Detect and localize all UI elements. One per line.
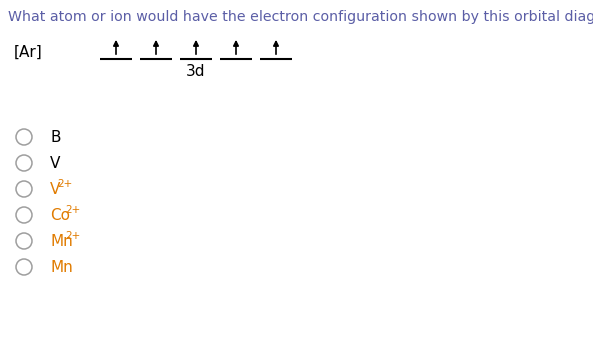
Text: Mn: Mn <box>50 234 73 249</box>
Text: What atom or ion would have the electron configuration shown by this orbital dia: What atom or ion would have the electron… <box>8 10 593 24</box>
Text: B: B <box>50 130 60 145</box>
Text: [Ar]: [Ar] <box>14 44 43 60</box>
Text: 2+: 2+ <box>65 205 80 215</box>
Text: Co: Co <box>50 208 70 223</box>
Text: Mn: Mn <box>50 260 73 275</box>
Text: V: V <box>50 182 60 197</box>
Text: 3d: 3d <box>186 64 206 79</box>
Text: 2+: 2+ <box>58 179 73 189</box>
Text: V: V <box>50 156 60 171</box>
Text: 2+: 2+ <box>65 231 80 241</box>
